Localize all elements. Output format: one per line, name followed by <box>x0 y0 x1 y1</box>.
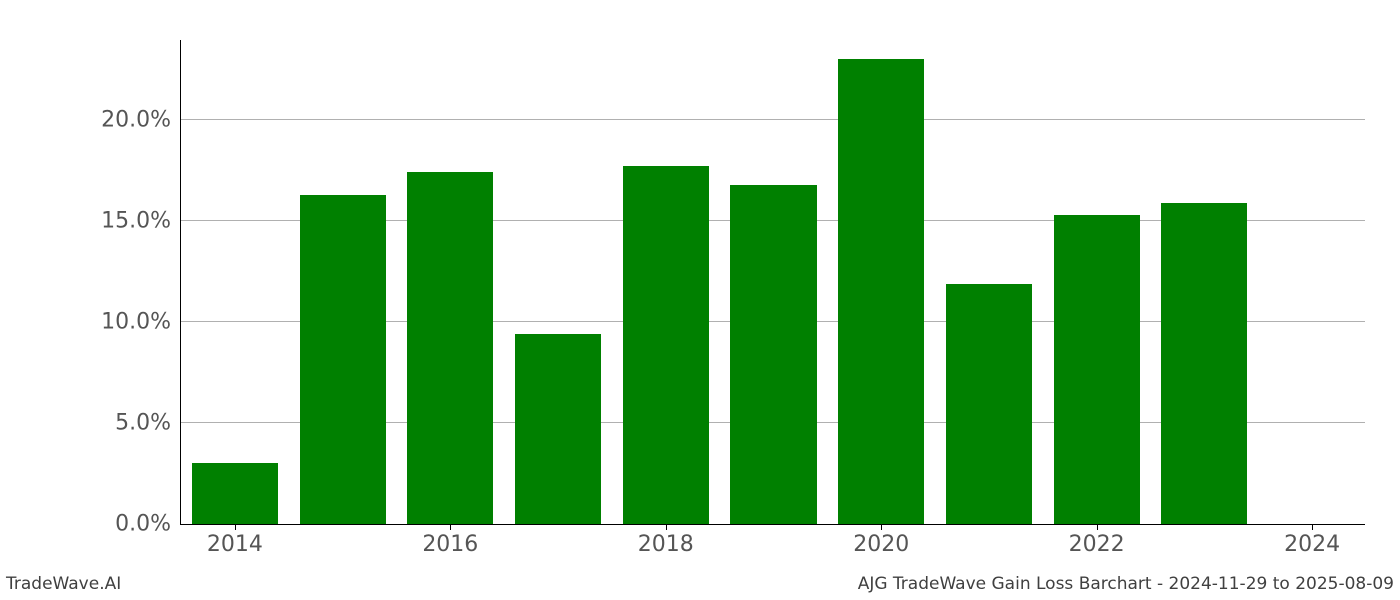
bar <box>192 463 278 524</box>
bar <box>407 172 493 524</box>
chart-plot-area: 0.0%5.0%10.0%15.0%20.0%20142016201820202… <box>180 40 1365 525</box>
y-gridline <box>181 119 1365 120</box>
bar <box>1161 203 1247 524</box>
bar <box>838 59 924 524</box>
bar <box>300 195 386 524</box>
x-tick-label: 2024 <box>1284 524 1340 557</box>
bar <box>730 185 816 525</box>
x-tick-label: 2018 <box>638 524 694 557</box>
bar <box>1054 215 1140 524</box>
y-tick-label: 10.0% <box>101 309 181 334</box>
x-tick-label: 2022 <box>1069 524 1125 557</box>
x-tick-label: 2020 <box>853 524 909 557</box>
x-tick-label: 2014 <box>207 524 263 557</box>
bar <box>515 334 601 524</box>
bar <box>623 166 709 524</box>
y-tick-label: 0.0% <box>115 512 181 537</box>
x-tick-label: 2016 <box>422 524 478 557</box>
y-tick-label: 20.0% <box>101 107 181 132</box>
footer-right-text: AJG TradeWave Gain Loss Barchart - 2024-… <box>858 574 1394 594</box>
footer-left-text: TradeWave.AI <box>6 574 121 594</box>
y-tick-label: 15.0% <box>101 208 181 233</box>
bar <box>946 284 1032 524</box>
y-tick-label: 5.0% <box>115 410 181 435</box>
